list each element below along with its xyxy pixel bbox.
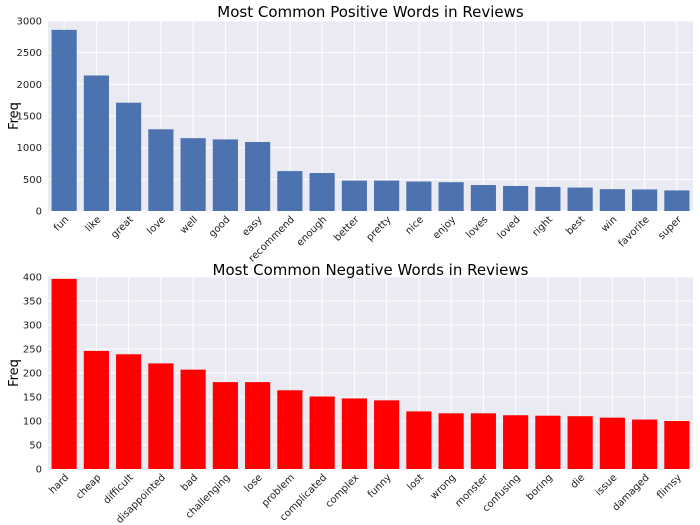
bar-complicated xyxy=(309,396,335,469)
x-tick-label: well xyxy=(178,214,200,236)
bar-super xyxy=(664,190,690,211)
bar-boring xyxy=(535,415,561,469)
bar-pretty xyxy=(374,180,400,211)
x-tick-label: win xyxy=(599,214,619,234)
x-tick-label: enough xyxy=(295,214,329,248)
bar-lost xyxy=(406,411,432,469)
x-tick-label: die xyxy=(569,472,588,491)
x-tick-label: loves xyxy=(464,214,490,240)
y-tick-label: 500 xyxy=(23,175,42,186)
bar-complex xyxy=(341,398,367,469)
x-tick-label: flimsy xyxy=(655,472,684,501)
x-tick-label: complex xyxy=(324,472,362,510)
bar-loved xyxy=(503,185,529,211)
y-tick-label: 200 xyxy=(23,369,42,380)
x-tick-label: best xyxy=(564,214,587,237)
y-tick-label: 350 xyxy=(23,297,42,308)
x-tick-label: good xyxy=(207,214,232,239)
x-tick-label: wrong xyxy=(429,472,459,502)
bar-damaged xyxy=(632,419,658,469)
bar-lose xyxy=(245,382,271,469)
y-tick-label: 250 xyxy=(23,345,42,356)
bar-difficult xyxy=(116,354,142,469)
x-tick-label: boring xyxy=(525,472,555,502)
x-tick-label: favorite xyxy=(617,214,652,249)
bar-like xyxy=(83,75,109,211)
y-tick-label: 2500 xyxy=(17,48,42,59)
bar-flimsy xyxy=(664,421,690,469)
bar-disappointed xyxy=(148,363,174,469)
chart-title: Most Common Negative Words in Reviews xyxy=(213,261,529,279)
y-tick-label: 400 xyxy=(23,273,42,284)
x-tick-label: nice xyxy=(404,214,426,236)
bar-bad xyxy=(180,369,206,469)
bar-wrong xyxy=(438,413,464,469)
y-tick-label: 1000 xyxy=(17,143,42,154)
x-tick-label: better xyxy=(332,214,362,244)
x-tick-label: easy xyxy=(240,214,264,238)
x-tick-label: pretty xyxy=(365,214,394,243)
bar-die xyxy=(567,416,593,469)
x-tick-label: issue xyxy=(594,472,620,498)
chart-title: Most Common Positive Words in Reviews xyxy=(217,3,524,21)
bar-good xyxy=(212,139,238,211)
chart-positive: 0 500 1000 1500 2000 2500 3000 fun like great love… xyxy=(7,3,693,265)
bar-monster xyxy=(470,413,496,469)
bar-funny xyxy=(374,400,400,469)
bar-well xyxy=(180,138,206,211)
bar-hard xyxy=(51,278,77,469)
x-tick-label: cheap xyxy=(74,472,103,501)
x-tick-label: like xyxy=(84,214,104,234)
y-tick-label: 3000 xyxy=(17,17,42,28)
x-tick-label: enjoy xyxy=(431,214,458,241)
bar-fun xyxy=(51,29,77,211)
bar-win xyxy=(599,189,625,211)
y-axis-label: Freq xyxy=(7,102,22,130)
y-tick-label: 0 xyxy=(36,465,42,476)
bar-recommend xyxy=(277,171,303,211)
x-tick-label: hard xyxy=(47,472,71,496)
x-tick-label: fun xyxy=(52,214,71,233)
bar-easy xyxy=(245,141,271,211)
bar-cheap xyxy=(83,350,109,469)
bar-enjoy xyxy=(438,182,464,211)
bar-enough xyxy=(309,173,335,211)
x-tick-label: right xyxy=(531,214,555,238)
y-tick-label: 2000 xyxy=(17,80,42,91)
y-tick-label: 300 xyxy=(23,321,42,332)
bar-confusing xyxy=(503,415,529,469)
x-tick-label: funny xyxy=(366,472,394,500)
bar-love xyxy=(148,129,174,211)
y-tick-label: 1500 xyxy=(17,112,42,123)
y-tick-label: 50 xyxy=(29,441,42,452)
x-tick-label: great xyxy=(109,214,136,241)
bar-problem xyxy=(277,390,303,469)
y-tick-label: 0 xyxy=(36,207,42,218)
x-tick-label: lost xyxy=(405,472,426,493)
x-tick-label: lose xyxy=(243,472,265,494)
y-tick-label: 100 xyxy=(23,417,42,428)
bar-issue xyxy=(599,417,625,469)
y-tick-label: 150 xyxy=(23,393,42,404)
x-tick-label: super xyxy=(656,214,684,242)
x-tick-label: loved xyxy=(496,214,523,241)
bar-favorite xyxy=(632,189,658,211)
bar-better xyxy=(341,180,367,211)
bar-right xyxy=(535,186,561,211)
bar-best xyxy=(567,187,593,211)
x-tick-label: bad xyxy=(179,472,200,493)
y-axis-label: Freq xyxy=(7,359,22,387)
x-tick-label: love xyxy=(145,214,168,237)
bar-great xyxy=(116,102,142,211)
bar-loves xyxy=(470,185,496,211)
bar-challenging xyxy=(212,382,238,469)
bar-nice xyxy=(406,181,432,211)
